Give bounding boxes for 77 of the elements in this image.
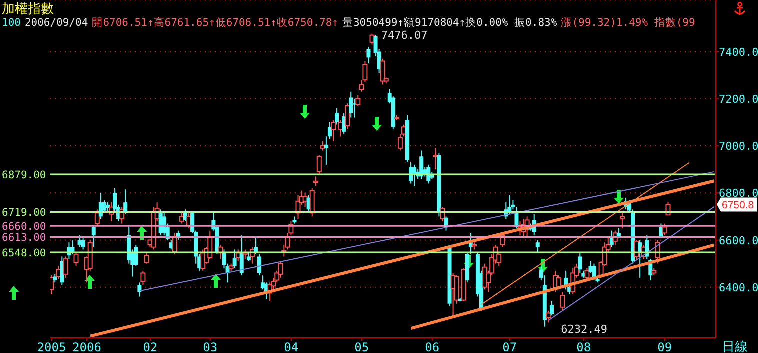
text: 日線 (722, 339, 748, 353)
candlestick (620, 211, 625, 229)
candlestick (144, 252, 150, 264)
x-tick-label: 08 (576, 340, 592, 353)
candlestick (550, 300, 554, 316)
x-tick-label: 09 (658, 340, 672, 353)
text: 6750.8 (722, 200, 754, 212)
candlestick (592, 263, 596, 281)
candlestick (662, 223, 668, 236)
candlestick (124, 189, 128, 215)
y-tick-label: 7400.0 (719, 46, 758, 59)
candlestick (420, 150, 424, 180)
candlestick (257, 254, 262, 276)
x-tick-label: 2006 (72, 340, 102, 353)
annotation: 開6706.51↑高6761.65↑低6706.51↑收6750.78↑ (92, 17, 338, 29)
candlestick (278, 260, 284, 278)
ref-line-label: 6719.00 (2, 207, 46, 220)
candlestick (92, 226, 96, 248)
ref-line-label: 6548.00 (2, 248, 46, 260)
candlestick (74, 252, 79, 267)
ref-line-label: 6613.00 (2, 232, 46, 244)
candlestick (356, 94, 361, 106)
candlestick (140, 270, 146, 286)
candlestick (560, 292, 566, 312)
candlestick (50, 275, 54, 295)
candlestick (63, 256, 68, 278)
x-tick-label: 05 (354, 340, 370, 353)
candlestick (94, 209, 100, 227)
annotation: 漲(99.32)1.49% 指數(99 (561, 17, 696, 29)
y-tick-label: 7000.0 (719, 140, 758, 154)
candlestick (232, 249, 237, 270)
chart-title: 加權指數 (2, 1, 54, 18)
candlestick (328, 122, 332, 140)
y-tick-label: 6400.0 (719, 281, 758, 294)
y-tick-label: 6800.0 (719, 187, 758, 200)
x-tick-label: 07 (502, 340, 518, 353)
candlestick (366, 46, 371, 64)
y-tick-label: 6600.0 (719, 234, 758, 248)
annotation: 7476.07 (381, 28, 428, 42)
ref-line-label: 6660.00 (2, 221, 46, 234)
candlestick (310, 188, 315, 218)
candlestick (426, 164, 431, 184)
candlestick (578, 252, 582, 274)
candlestick (246, 252, 251, 262)
candlestick (588, 260, 593, 274)
candlestick (316, 154, 322, 175)
candlestick (380, 58, 386, 86)
x-tick-label: 2005 (37, 340, 66, 353)
annotation: 量3050499↑額9170804↑換0.00% 振0.83% (342, 17, 558, 29)
ref-line-label: 6879.00 (2, 170, 46, 182)
candlestick (349, 91, 354, 118)
candlestick (345, 103, 350, 130)
candlestick (536, 240, 540, 253)
candlestick (81, 237, 86, 250)
text: 100 (2, 17, 21, 29)
x-tick-label: 02 (143, 340, 158, 353)
candlestick (324, 136, 328, 166)
annotation: 6232.49 (561, 322, 608, 336)
y-tick-label: 7200.0 (719, 92, 758, 106)
candlestick (240, 235, 244, 276)
candlestick (313, 176, 318, 187)
candlestick (302, 192, 308, 208)
candlestick (352, 98, 357, 118)
candlestick (320, 140, 326, 152)
candlestick (242, 249, 248, 260)
candlestick (102, 200, 106, 212)
candlestick (511, 200, 516, 210)
candlestick (335, 108, 340, 126)
candlestick (330, 120, 336, 142)
x-tick-label: 06 (425, 340, 440, 353)
annotation: 2006/09/04 (24, 17, 88, 29)
candlestick (138, 282, 142, 298)
candlestick (412, 164, 417, 187)
x-tick-label: 03 (203, 340, 218, 353)
x-tick-label: 04 (284, 340, 299, 353)
candlestick (179, 211, 184, 224)
candlestick (546, 310, 551, 324)
